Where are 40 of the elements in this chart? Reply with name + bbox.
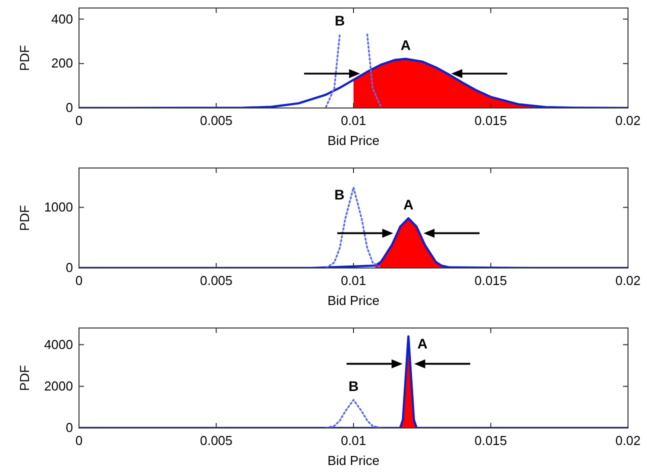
y-axis-title: PDF — [17, 204, 32, 231]
y-axis-title: PDF — [17, 44, 32, 71]
line-series — [325, 186, 382, 268]
x-tick-label: 0 — [75, 433, 83, 448]
y-tick-label: 2000 — [44, 378, 73, 394]
x-tick-label: 0 — [75, 113, 83, 128]
line-series — [79, 335, 628, 428]
y-tick-label: 200 — [51, 56, 73, 71]
y-tick-label: 0 — [66, 260, 73, 276]
x-tick-label: 0.02 — [615, 273, 641, 288]
x-axis-title: Bid Price — [327, 293, 380, 308]
y-tick-label: 400 — [51, 11, 73, 26]
annotation: B — [334, 12, 345, 28]
y-tick-label: 0 — [66, 420, 73, 436]
x-tick-label: 0 — [75, 273, 83, 288]
x-tick-label: 0.01 — [340, 113, 366, 128]
y-tick-label: 4000 — [44, 336, 73, 352]
x-tick-label: 0.015 — [474, 113, 508, 128]
x-tick-label: 0.015 — [474, 273, 508, 288]
x-tick-label: 0.015 — [474, 433, 508, 448]
annotation: A — [417, 335, 428, 352]
x-tick-label: 0.01 — [340, 273, 366, 288]
line-series — [325, 398, 382, 428]
y-axis-title: PDF — [17, 364, 32, 391]
x-tick-label: 0.005 — [200, 273, 233, 288]
y-tick-label: 0 — [66, 100, 73, 116]
x-axis-title: Bid Price — [327, 133, 380, 148]
x-tick-label: 0.02 — [615, 113, 641, 128]
line-series — [79, 217, 628, 268]
x-tick-label: 0.01 — [340, 433, 366, 448]
annotation: B — [348, 378, 359, 394]
annotation: A — [400, 36, 411, 53]
annotation: B — [334, 186, 344, 202]
x-axis-title: Bid Price — [327, 453, 380, 468]
x-tick-label: 0.02 — [615, 433, 641, 448]
x-tick-label: 0.005 — [200, 113, 233, 128]
annotation: A — [403, 196, 414, 212]
y-tick-label: 1000 — [44, 200, 73, 215]
x-tick-label: 0.005 — [200, 433, 233, 448]
line-series — [79, 58, 628, 108]
